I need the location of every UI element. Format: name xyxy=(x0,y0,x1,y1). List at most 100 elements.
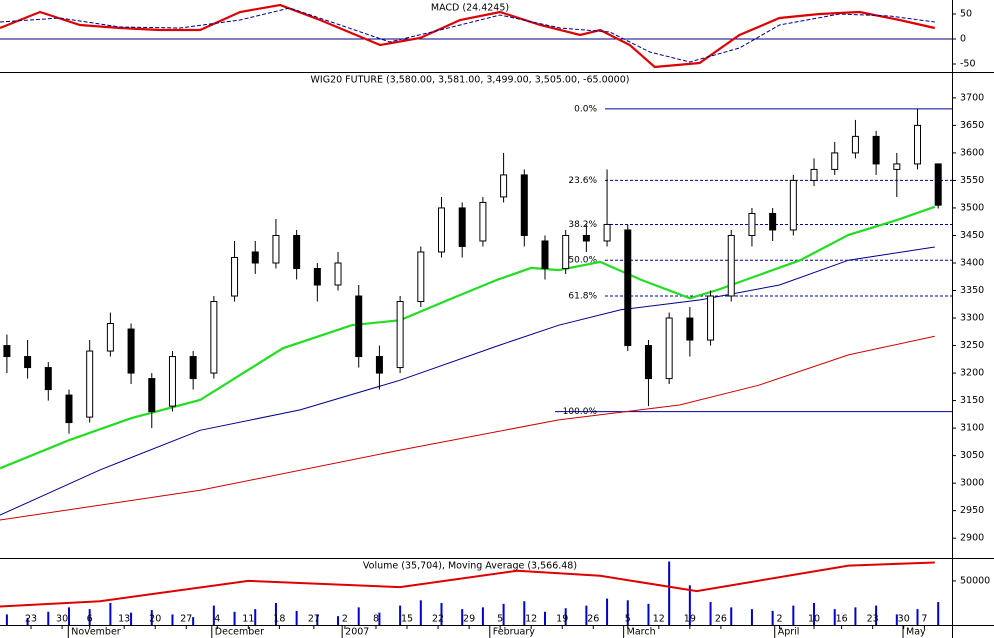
y-tick-label: 50 xyxy=(960,9,972,20)
panel-title: Volume (35,704), Moving Average (3,566.4… xyxy=(363,561,577,572)
month-label: December xyxy=(215,627,264,638)
volume-bar xyxy=(109,602,112,625)
volume-bar xyxy=(171,614,174,625)
volume-bar xyxy=(274,602,277,625)
volume-bar xyxy=(47,611,50,625)
candle-body xyxy=(86,350,94,418)
x-tick-label: 2 xyxy=(342,614,348,625)
candle-body xyxy=(500,174,508,198)
x-tick-label: 30 xyxy=(898,614,910,625)
y-tick-label: 2900 xyxy=(960,533,984,544)
volume-bar xyxy=(399,605,402,625)
candle-body xyxy=(934,163,942,206)
volume-bar xyxy=(316,614,319,625)
candle-body xyxy=(893,163,901,170)
x-tick-label: 30 xyxy=(56,614,68,625)
x-tick-label: 22 xyxy=(432,614,444,625)
x-tick-label: 16 xyxy=(836,614,848,625)
y-tick-label: 3450 xyxy=(960,230,984,241)
candle-body xyxy=(582,234,590,242)
candle-body xyxy=(479,201,487,242)
candle-body xyxy=(707,295,715,341)
y-tick-label: 3550 xyxy=(960,175,984,186)
volume-bar xyxy=(502,603,505,625)
x-tick-label: 13 xyxy=(118,614,130,625)
candle-body xyxy=(644,345,652,380)
line-series xyxy=(0,3,936,69)
y-tick-label: 3350 xyxy=(960,285,984,296)
y-tick-label: 0 xyxy=(960,34,966,45)
x-tick-label: 26 xyxy=(715,614,727,625)
y-tick-label: 3600 xyxy=(960,147,984,158)
month-label: 2007 xyxy=(345,627,369,638)
volume-bar xyxy=(461,609,464,625)
volume-bar xyxy=(606,598,609,625)
x-tick-label: 6 xyxy=(87,614,93,625)
volume-bar xyxy=(626,600,629,625)
candle-body xyxy=(438,207,446,253)
volume-bar xyxy=(192,617,195,625)
y-tick-label: 3050 xyxy=(960,450,984,461)
candle-body xyxy=(355,295,363,358)
x-tick-label: 19 xyxy=(684,614,696,625)
volume-bar xyxy=(895,614,898,625)
candle-body xyxy=(748,212,756,236)
x-tick-label: 20 xyxy=(149,614,161,625)
x-tick-label: 2 xyxy=(777,614,783,625)
candle-body xyxy=(24,356,32,369)
x-tick-label: 29 xyxy=(463,614,475,625)
fib-label: 100.0% xyxy=(563,407,598,417)
candle-body xyxy=(686,317,694,341)
line-series xyxy=(0,335,935,521)
candle-body xyxy=(210,301,218,374)
volume-bar xyxy=(295,610,298,625)
volume-bar xyxy=(564,608,567,625)
volume-bar xyxy=(792,605,795,625)
volume-bar xyxy=(88,609,91,625)
candle-body xyxy=(541,240,549,269)
candle-body xyxy=(851,135,859,154)
panel-title: MACD (24.4245) xyxy=(431,3,509,14)
candle-body xyxy=(189,356,197,380)
volume-bar xyxy=(854,607,857,625)
x-tick-label: 15 xyxy=(401,614,413,625)
candle-body xyxy=(231,256,239,297)
volume-bar xyxy=(916,609,919,625)
x-tick-label: 10 xyxy=(808,614,820,625)
candle-body xyxy=(810,168,818,181)
volume-bar xyxy=(750,609,753,625)
x-tick-label: 8 xyxy=(373,614,379,625)
x-tick-label: 12 xyxy=(653,614,665,625)
volume-bar xyxy=(688,585,691,625)
candle-body xyxy=(727,234,735,297)
volume-bar xyxy=(937,602,940,625)
candle-body xyxy=(624,229,632,347)
x-tick-label: 19 xyxy=(556,614,568,625)
candle-body xyxy=(562,234,570,269)
fib-label: 0.0% xyxy=(574,104,597,114)
volume-bar xyxy=(543,611,546,625)
x-tick-label: 4 xyxy=(214,614,220,625)
month-label: November xyxy=(71,627,121,638)
volume-bar xyxy=(833,609,836,625)
volume-bar xyxy=(5,614,8,625)
candle-body xyxy=(148,378,156,413)
x-tick-label: 11 xyxy=(242,614,254,625)
volume-bar xyxy=(668,561,671,625)
volume-bar xyxy=(150,610,153,625)
line-series xyxy=(0,246,935,516)
candle-body xyxy=(44,367,52,391)
volume-bar xyxy=(212,605,215,625)
volume-bar xyxy=(337,616,340,625)
x-tick-label: 23 xyxy=(25,614,37,625)
volume-bar xyxy=(813,602,816,625)
volume-bar xyxy=(67,607,70,625)
line-series xyxy=(0,561,935,608)
candle-body xyxy=(872,135,880,165)
candle-body xyxy=(914,124,922,165)
candle-body xyxy=(127,328,135,374)
y-tick-label: 3500 xyxy=(960,202,984,213)
volume-bar xyxy=(254,609,257,625)
candle-body xyxy=(293,234,301,269)
